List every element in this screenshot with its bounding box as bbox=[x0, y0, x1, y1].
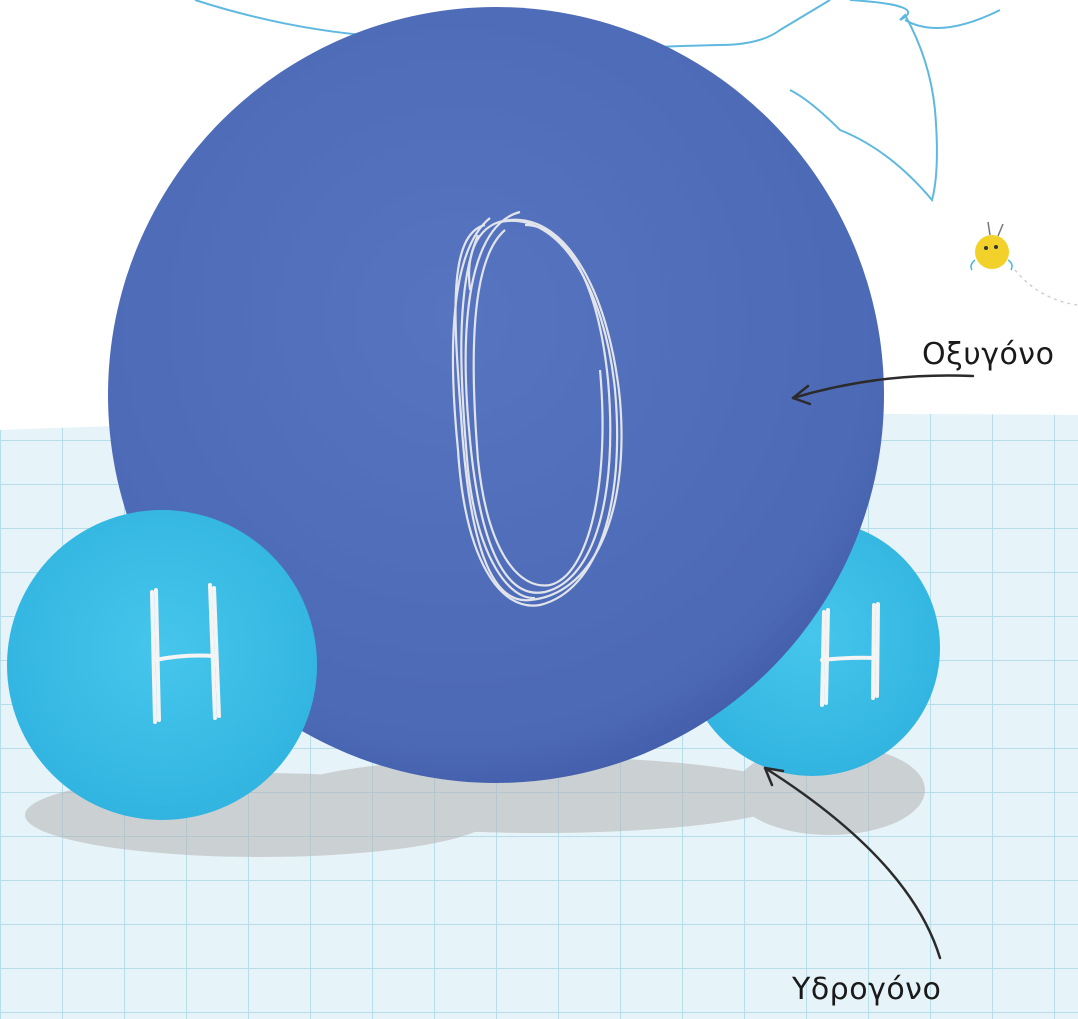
hydrogen-arrow bbox=[763, 766, 942, 960]
hydrogen-label: Υδρογόνο bbox=[792, 972, 942, 1007]
hydrogen-atom-left bbox=[7, 510, 317, 820]
yellow-creature-icon bbox=[970, 221, 1078, 306]
oxygen-arrow bbox=[791, 374, 975, 406]
oxygen-atom bbox=[108, 7, 884, 783]
oxygen-label: Οξυγόνο bbox=[922, 337, 1055, 372]
